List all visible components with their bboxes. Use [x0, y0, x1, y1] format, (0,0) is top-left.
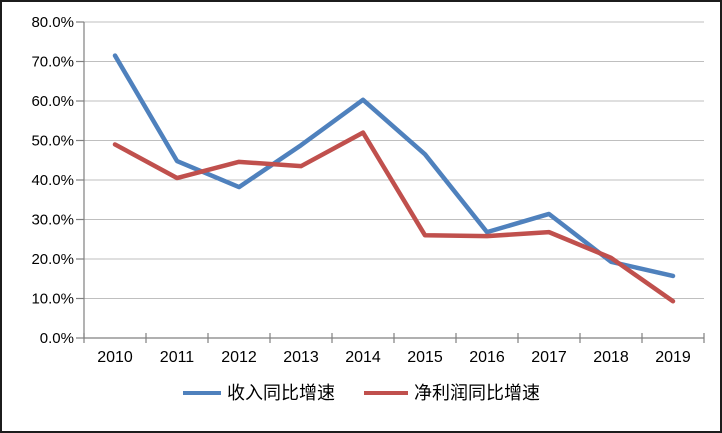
y-axis-label: 20.0%: [31, 251, 74, 268]
legend-label-revenue-growth: 收入同比增速: [227, 383, 335, 403]
y-axis-label: 80.0%: [31, 14, 74, 31]
x-axis-label: 2014: [345, 349, 381, 366]
legend-label-netprofit-growth: 净利润同比增速: [414, 383, 540, 403]
series-line-0: [112, 53, 676, 279]
y-axis-label: 70.0%: [31, 54, 74, 71]
x-axis-label: 2013: [283, 349, 319, 366]
y-axis-label: 60.0%: [31, 93, 74, 110]
x-axis-label: 2011: [160, 349, 195, 366]
y-axis-label: 10.0%: [31, 291, 74, 308]
x-axis-label: 2015: [407, 349, 443, 366]
legend-line-sample-blue: [183, 391, 221, 395]
x-axis-label: 2012: [221, 349, 257, 366]
legend-line-sample-red: [364, 391, 408, 395]
legend-item-netprofit-growth: 净利润同比增速: [363, 384, 540, 402]
x-axis-label: 2019: [655, 349, 691, 366]
legend-item-revenue-growth: 收入同比增速: [182, 384, 335, 402]
y-axis-label: 40.0%: [31, 172, 74, 189]
series-line-1: [112, 130, 676, 304]
x-axis-label: 2016: [469, 349, 505, 366]
x-axis-label: 2018: [593, 349, 629, 366]
y-axis-label: 0.0%: [40, 330, 74, 347]
x-axis-label: 2017: [531, 349, 567, 366]
y-axis-label: 30.0%: [31, 212, 74, 229]
x-axis-label: 2010: [97, 349, 133, 366]
y-axis-label: 50.0%: [31, 133, 74, 150]
legend: 收入同比增速 净利润同比增速: [2, 384, 720, 402]
